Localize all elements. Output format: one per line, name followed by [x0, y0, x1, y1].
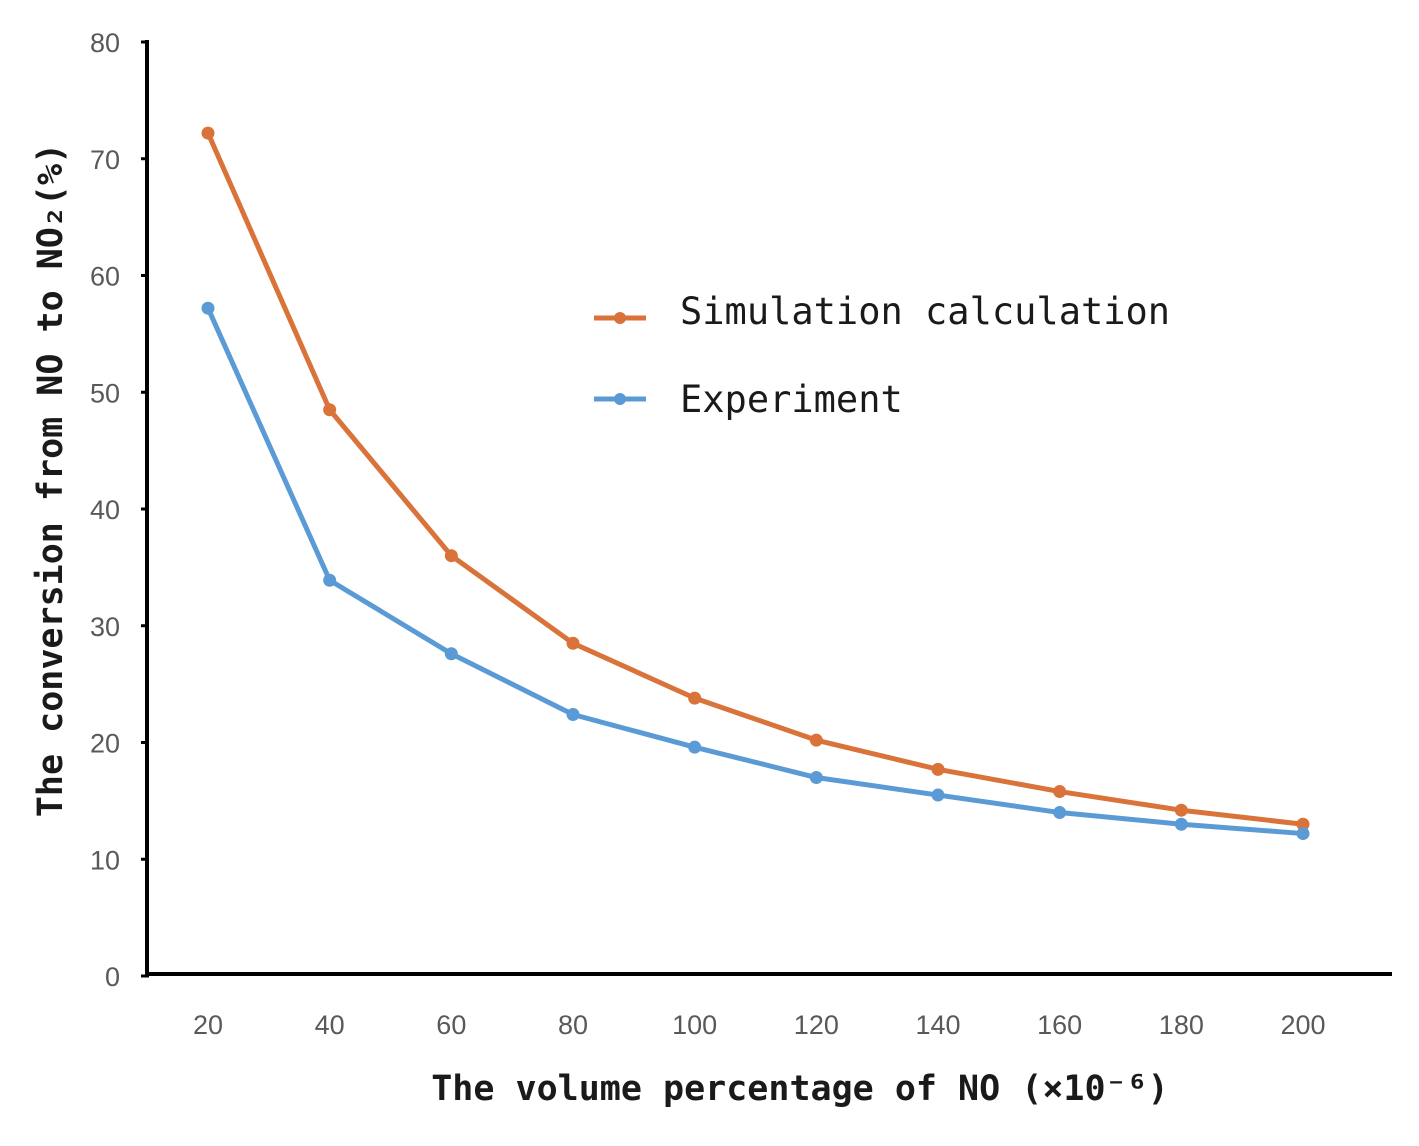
y-axis-ticks: 0 10 20 30 40 50 60 70 80 — [90, 28, 149, 992]
x-tick-label: 120 — [794, 1010, 839, 1040]
x-tick-label: 100 — [672, 1010, 717, 1040]
legend-label-experiment: Experiment — [680, 378, 903, 421]
series-layer — [201, 126, 1310, 841]
data-point-simulation — [444, 549, 458, 563]
x-tick-label: 60 — [436, 1010, 466, 1040]
y-tick-label: 20 — [90, 729, 120, 759]
x-tick-label: 200 — [1280, 1010, 1325, 1040]
data-point-experiment — [688, 740, 702, 754]
x-tick-label: 180 — [1159, 1010, 1204, 1040]
x-tick-label: 40 — [315, 1010, 345, 1040]
data-point-experiment — [444, 647, 458, 661]
y-tick-label: 40 — [90, 495, 120, 525]
legend-item-experiment: Experiment — [594, 378, 903, 421]
x-tick-label: 160 — [1037, 1010, 1082, 1040]
legend-marker-simulation — [614, 312, 626, 324]
data-point-experiment — [1174, 817, 1188, 831]
series-line-simulation — [205, 132, 1304, 827]
data-point-experiment — [1053, 806, 1067, 820]
data-point-experiment — [931, 788, 945, 802]
data-point-simulation — [809, 733, 823, 747]
y-tick-label: 50 — [90, 378, 120, 408]
y-tick-label: 0 — [105, 962, 120, 992]
x-axis-ticks: 20 40 60 80 100 120 140 160 180 200 — [193, 1010, 1326, 1040]
data-point-simulation — [931, 762, 945, 776]
legend-label-simulation: Simulation calculation — [680, 290, 1170, 333]
x-axis-title: The volume percentage of NO (×10⁻⁶) — [431, 1069, 1169, 1109]
y-tick-label: 30 — [90, 612, 120, 642]
legend: Simulation calculation Experiment — [594, 290, 1170, 421]
y-tick-label: 10 — [90, 845, 120, 875]
data-point-simulation — [1053, 785, 1067, 799]
data-point-experiment — [566, 707, 580, 721]
data-point-simulation — [566, 636, 580, 650]
y-tick-label: 80 — [90, 28, 120, 58]
legend-item-simulation: Simulation calculation — [594, 290, 1170, 333]
y-tick-label: 60 — [90, 262, 120, 292]
series-line-experiment — [205, 307, 1304, 837]
data-point-simulation — [201, 126, 215, 140]
data-point-experiment — [323, 573, 337, 587]
data-point-experiment — [201, 301, 215, 315]
x-tick-label: 140 — [915, 1010, 960, 1040]
legend-marker-experiment — [614, 393, 626, 405]
data-point-simulation — [1174, 803, 1188, 817]
x-tick-label: 20 — [193, 1010, 223, 1040]
data-point-experiment — [809, 771, 823, 785]
data-point-experiment — [1296, 827, 1310, 841]
y-tick-label: 70 — [90, 145, 120, 175]
x-tick-label: 80 — [558, 1010, 588, 1040]
y-axis-title: The conversion from NO to NO₂(%) — [31, 143, 71, 817]
data-point-simulation — [688, 691, 702, 705]
data-point-simulation — [1296, 817, 1310, 831]
data-point-simulation — [323, 403, 337, 417]
